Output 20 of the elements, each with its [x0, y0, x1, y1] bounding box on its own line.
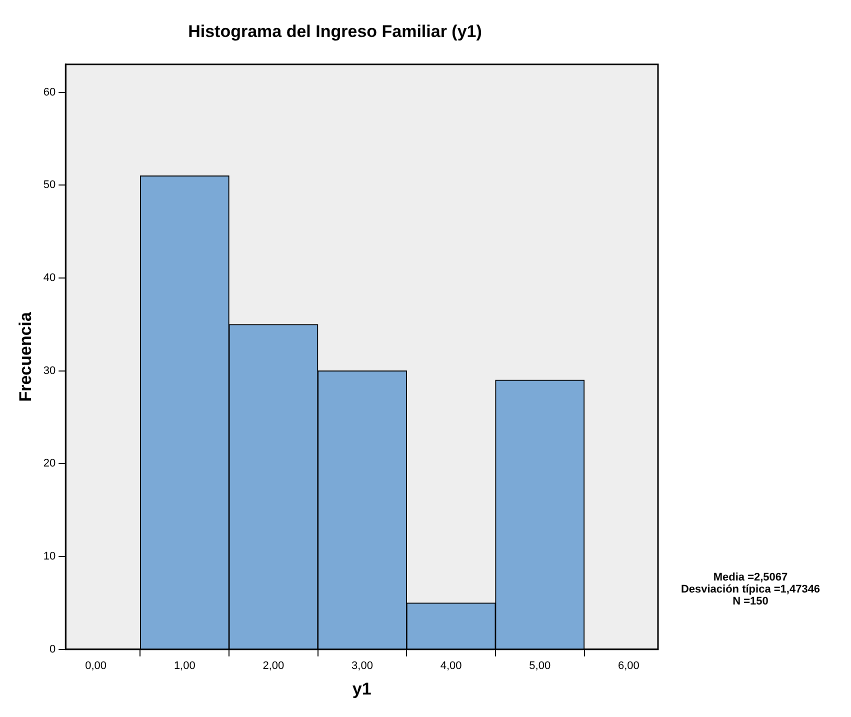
x-tick-label: 5,00 — [529, 660, 551, 672]
y-tick-label: 50 — [43, 179, 56, 192]
y-tick-label: 10 — [43, 550, 56, 563]
y-tick-label: 60 — [43, 86, 56, 98]
x-axis-title: y1 — [352, 679, 372, 698]
x-tick-label: 0,00 — [85, 660, 107, 672]
text: N =150 — [732, 595, 768, 608]
y-tick-label: 20 — [43, 458, 56, 470]
y-axis-title: Frecuencia — [16, 311, 35, 402]
x-tick-label: 4,00 — [440, 660, 462, 672]
y-tick-label: 30 — [43, 364, 56, 377]
y-tick-label: 0 — [50, 643, 56, 656]
y-tick-label: 40 — [43, 272, 56, 284]
text: Media =2,5067 — [713, 571, 788, 584]
chart-title: Histograma del Ingreso Familiar (y1) — [188, 22, 482, 41]
text: Desviación típica =1,47346 — [680, 583, 820, 596]
x-tick-label: 6,00 — [618, 660, 640, 672]
x-tick-label: 2,00 — [262, 660, 284, 672]
x-tick-label: 3,00 — [352, 660, 373, 672]
x-tick-label: 1,00 — [174, 660, 196, 672]
